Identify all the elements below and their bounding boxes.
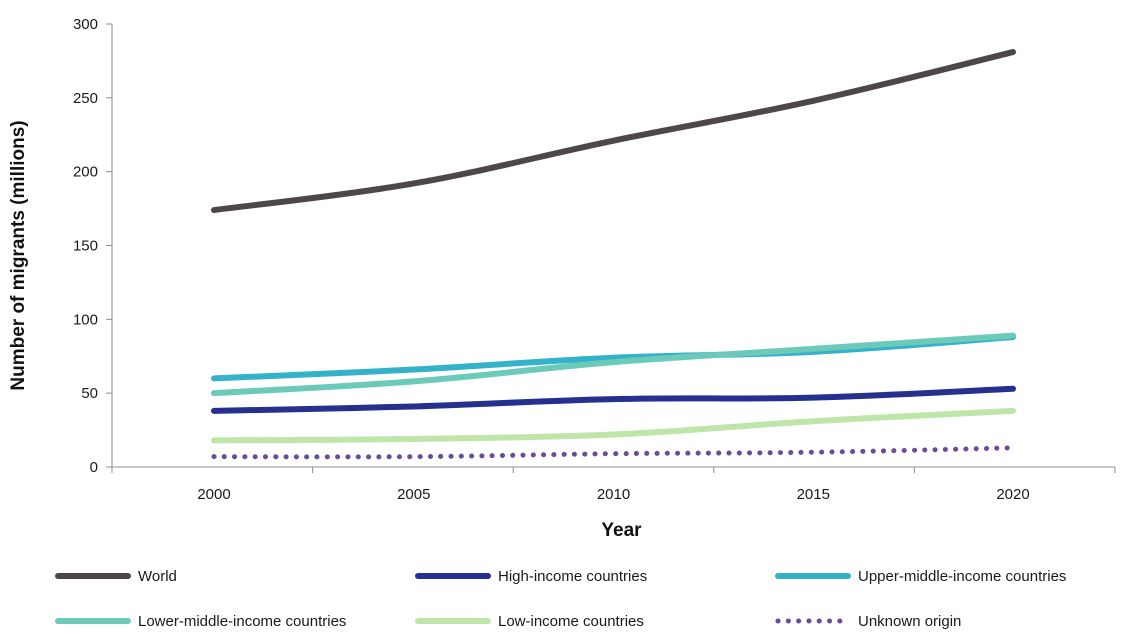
legend-label-high-income-countries: High-income countries: [498, 568, 647, 585]
legend-label-upper-middle-income-countries: Upper-middle-income countries: [858, 568, 1066, 585]
legend-item-world: World: [55, 568, 177, 585]
series-lines: [211, 49, 1016, 460]
x-axis-ticks: 2000 2005 2010 2015 2020: [111, 467, 1116, 503]
legend-label-lower-middle-income-countries: Lower-middle-income countries: [138, 613, 346, 630]
y-tick-label: 250: [73, 90, 98, 107]
series-line-lower-middle-income-countries: [211, 332, 1016, 397]
y-axis-title: Number of migrants (millions): [8, 120, 29, 390]
y-tick-label: 150: [73, 238, 98, 255]
y-tick-label: 0: [90, 459, 98, 476]
legend-item-upper-middle-income-countries: Upper-middle-income countries: [775, 568, 1066, 585]
legend-item-lower-middle-income-countries: Lower-middle-income countries: [55, 613, 346, 630]
x-tick-label: 2015: [797, 486, 830, 503]
legend-item-high-income-countries: High-income countries: [415, 568, 647, 585]
legend-label-low-income-countries: Low-income countries: [498, 613, 644, 630]
series-line-world: [211, 49, 1016, 214]
y-axis-ticks: 0 50 100 150 200 250 300: [73, 16, 112, 476]
x-axis-title: Year: [601, 520, 642, 541]
y-tick-label: 50: [81, 385, 98, 402]
legend-item-low-income-countries: Low-income countries: [415, 613, 644, 630]
y-tick-label: 200: [73, 164, 98, 181]
x-tick-label: 2005: [397, 486, 430, 503]
y-tick-label: 100: [73, 311, 98, 328]
x-tick-label: 2020: [996, 486, 1029, 503]
legend-label-unknown-origin: Unknown origin: [858, 613, 961, 630]
x-tick-label: 2010: [597, 486, 630, 503]
legend-label-world: World: [138, 568, 177, 585]
series-line-upper-middle-income-countries: [211, 334, 1016, 382]
x-tick-label: 2000: [197, 486, 230, 503]
y-tick-label: 300: [73, 16, 98, 33]
series-line-unknown-origin: [211, 445, 1016, 460]
series-line-high-income-countries: [211, 385, 1016, 414]
legend: World High-income countries Upper-middle-i…: [55, 568, 1066, 630]
legend-item-unknown-origin: Unknown origin: [775, 613, 961, 630]
series-line-low-income-countries: [211, 407, 1016, 444]
